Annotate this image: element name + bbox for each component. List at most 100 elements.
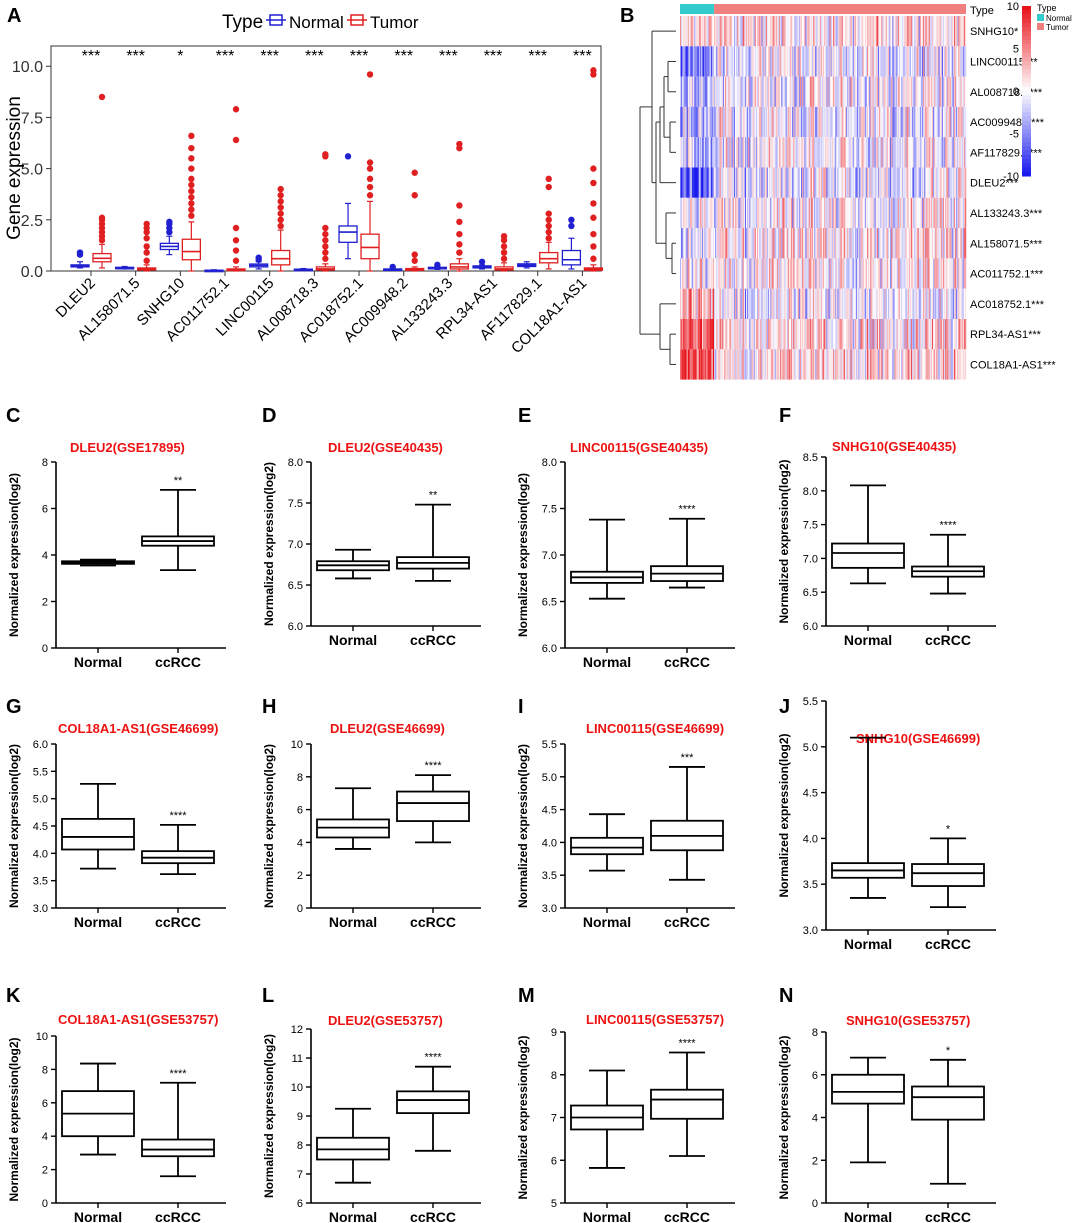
heatmap-cell	[957, 76, 959, 107]
heatmap-cell	[845, 349, 847, 380]
heatmap-cell	[730, 319, 732, 350]
heatmap-cell	[828, 106, 830, 138]
heatmap-cell	[806, 197, 808, 229]
heatmap-cell	[784, 319, 786, 350]
heatmap-cell	[717, 137, 719, 168]
heatmap-cell	[724, 228, 726, 259]
outlier-point	[166, 218, 173, 226]
heatmap-cell	[680, 228, 682, 259]
heatmap-cell	[718, 288, 720, 319]
heatmap-cell	[839, 76, 841, 107]
heatmap-cell	[851, 167, 853, 198]
heatmap-cell	[769, 167, 771, 198]
heatmap-cell	[917, 167, 919, 198]
heatmap-cell	[698, 258, 701, 289]
heatmap-cell	[870, 319, 872, 350]
heatmap-cell	[812, 46, 814, 77]
heatmap-cell	[783, 349, 785, 380]
heatmap-cell	[927, 76, 929, 107]
heatmap-cell	[915, 228, 917, 259]
heatmap-cell	[682, 258, 684, 289]
heatmap-cell	[691, 258, 693, 289]
heatmap-cell	[884, 288, 886, 319]
heatmap-cell	[807, 46, 809, 77]
heatmap-cell	[691, 319, 693, 350]
heatmap-cell	[748, 167, 750, 198]
y-tick-label: 8.0	[288, 457, 303, 469]
heatmap-cell	[695, 76, 697, 107]
heatmap-cell	[870, 16, 872, 47]
heatmap-cell	[901, 106, 903, 138]
heatmap-cell	[912, 349, 914, 380]
heatmap-cell	[940, 228, 943, 259]
heatmap-cell	[793, 288, 795, 319]
heatmap-cell	[964, 258, 967, 289]
heatmap-cell	[719, 137, 721, 168]
heatmap-cell	[944, 137, 946, 168]
heatmap-cell	[743, 106, 746, 138]
heatmap-cell	[839, 349, 841, 380]
heatmap-cell	[719, 258, 721, 289]
heatmap-cell	[820, 16, 823, 47]
heatmap-cell	[742, 76, 745, 107]
heatmap-cell	[807, 258, 809, 289]
heatmap-cell	[840, 46, 842, 77]
heatmap-cell	[961, 137, 963, 168]
heatmap-cell	[766, 258, 769, 289]
heatmap-cell	[683, 197, 685, 229]
heatmap-cell	[839, 106, 841, 138]
heatmap-cell	[709, 76, 712, 107]
heatmap-row-7	[680, 228, 967, 259]
heatmap-cell	[757, 288, 759, 319]
heatmap-cell	[816, 16, 818, 47]
heatmap-cell	[898, 167, 901, 198]
heatmap-cell	[806, 319, 808, 350]
heatmap-cell	[883, 137, 885, 168]
heatmap-cell	[840, 16, 842, 47]
outlier-point	[188, 212, 195, 219]
outlier-point	[545, 235, 552, 242]
heatmap-cell	[850, 106, 852, 138]
heatmap-cell	[821, 228, 824, 259]
heatmap-cell	[803, 106, 805, 138]
heatmap-cell	[860, 288, 862, 319]
box-normal-snhg10	[159, 218, 179, 256]
heatmap-cell	[834, 106, 836, 138]
heatmap-cell	[814, 137, 816, 168]
heatmap-cell	[769, 228, 771, 259]
heatmap-cell	[942, 137, 945, 168]
heatmap-cell	[937, 167, 939, 198]
heatmap-cell	[917, 319, 919, 350]
y-tick-label: 9	[551, 1027, 557, 1039]
heatmap-cell	[916, 349, 918, 380]
heatmap-cell	[788, 258, 791, 289]
heatmap-cell	[876, 288, 879, 319]
heatmap-cell	[691, 228, 693, 259]
heatmap-cell	[815, 197, 817, 229]
heatmap-cell	[757, 258, 759, 289]
heatmap-cell	[881, 16, 883, 47]
heatmap-cell	[834, 46, 836, 77]
heatmap-cell	[758, 197, 760, 229]
heatmap-cell	[885, 288, 888, 319]
heatmap-cell	[719, 197, 721, 229]
heatmap-cell	[859, 319, 861, 350]
heatmap-cell	[754, 76, 757, 107]
heatmap-cell	[694, 106, 696, 138]
heatmap-cell	[892, 106, 894, 138]
heatmap-cell	[825, 167, 827, 198]
heatmap-cell	[779, 46, 781, 77]
heatmap-cell	[867, 46, 869, 77]
heatmap-cell	[940, 46, 943, 77]
heatmap-cell	[769, 197, 771, 229]
heatmap-cell	[744, 319, 747, 350]
heatmap-cell	[682, 16, 684, 47]
heatmap-cell	[912, 16, 914, 47]
heatmap-cell	[741, 16, 743, 47]
heatmap-cell	[940, 76, 943, 107]
heatmap-cell	[739, 288, 741, 319]
y-tick-label: 4	[812, 1113, 818, 1125]
heatmap-cell	[837, 288, 839, 319]
heatmap-cell	[856, 16, 858, 47]
heatmap-cell	[707, 197, 709, 229]
